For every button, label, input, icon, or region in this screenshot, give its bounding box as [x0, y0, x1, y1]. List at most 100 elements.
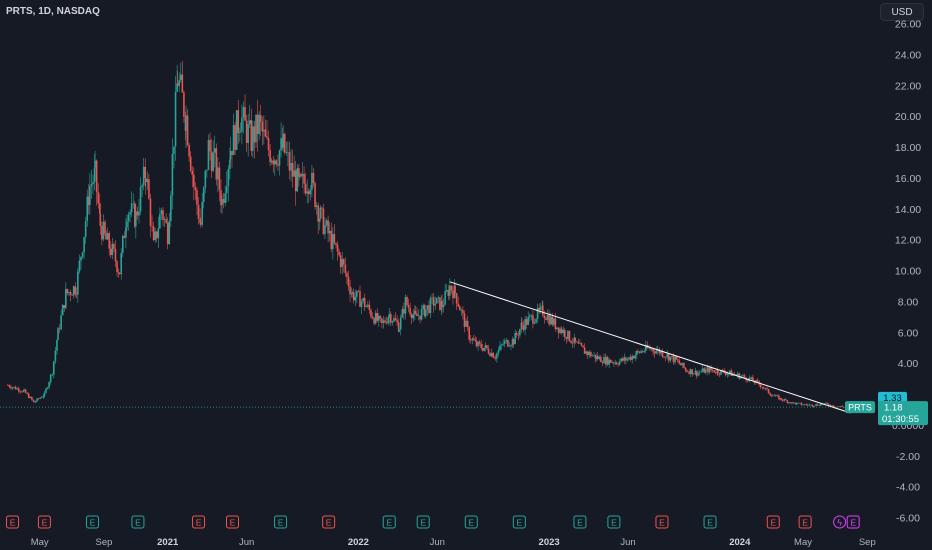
candle-body [60, 315, 62, 330]
candle-body [667, 354, 670, 361]
candle-body [330, 230, 333, 250]
earnings-marker[interactable] [37, 515, 51, 529]
earnings-marker[interactable] [322, 515, 336, 529]
candle-body [341, 259, 344, 268]
candle-body [466, 320, 469, 328]
candle-body [274, 160, 276, 165]
candle-body [617, 364, 619, 365]
earnings-marker[interactable] [416, 515, 430, 529]
candle-body [298, 174, 301, 177]
candle-body [490, 352, 493, 357]
candle-body [71, 295, 73, 296]
candle-body [34, 401, 37, 403]
candle-body [792, 402, 795, 403]
candle-body [221, 199, 223, 206]
candle-body [13, 386, 15, 388]
candle-body [502, 343, 504, 345]
candle-body [487, 348, 490, 354]
earnings-marker[interactable] [573, 515, 587, 529]
candle-body [425, 309, 427, 317]
candle-body [46, 387, 49, 389]
earnings-marker[interactable] [655, 515, 669, 529]
candle-body [422, 305, 424, 310]
candle-body [471, 338, 474, 341]
candle-body [676, 359, 679, 361]
candle-body [352, 292, 355, 301]
candle-body [101, 226, 103, 240]
candle-body [710, 367, 712, 371]
x-tick-label: Jun [239, 537, 254, 548]
candle-body [382, 320, 385, 323]
earnings-marker[interactable] [225, 515, 239, 529]
candle-body [178, 79, 181, 86]
earnings-marker-glyph: E [42, 518, 48, 528]
candle-body [247, 124, 249, 143]
candle-body [714, 372, 717, 374]
candle-body [26, 392, 28, 394]
currency-button[interactable]: USD [880, 3, 924, 21]
candle-body [780, 398, 782, 400]
candle-body [672, 355, 675, 363]
candle-body [650, 348, 653, 350]
candle-body [282, 133, 284, 148]
candle-body [830, 405, 833, 407]
candle-body [449, 285, 451, 296]
candle-body [829, 405, 832, 407]
earnings-marker-glyph: E [659, 518, 665, 528]
candle-body [336, 244, 339, 252]
candle-body [11, 387, 14, 389]
earnings-marker[interactable] [6, 515, 20, 529]
candle-body [750, 377, 753, 379]
candle-body [307, 191, 310, 195]
candle-body [764, 388, 767, 389]
earnings-marker[interactable] [382, 515, 396, 529]
earnings-marker-glyph: E [420, 518, 426, 528]
candle-body [481, 347, 484, 351]
earnings-marker[interactable] [85, 515, 99, 529]
candle-body [570, 340, 572, 343]
candle-body [538, 307, 540, 311]
last-price-label [878, 401, 928, 426]
earnings-marker[interactable] [192, 515, 206, 529]
candle-body [736, 373, 739, 376]
candle-body [127, 214, 130, 222]
x-tick-label: Jun [430, 537, 445, 548]
candle-body [565, 337, 568, 339]
candle-body [290, 162, 292, 171]
candle-body [658, 349, 661, 354]
candle-body [69, 292, 72, 296]
earnings-marker[interactable] [607, 515, 621, 529]
earnings-marker[interactable] [131, 515, 145, 529]
candle-body [396, 320, 398, 323]
candle-body [176, 83, 178, 92]
candle-body [698, 372, 701, 373]
candle-body [681, 362, 684, 366]
candle-body [457, 303, 460, 307]
earnings-marker[interactable] [512, 515, 526, 529]
earnings-marker[interactable] [766, 515, 780, 529]
candle-body [379, 315, 382, 319]
candle-body [159, 214, 161, 229]
dividend-flash-icon[interactable] [833, 515, 847, 529]
candle-body [784, 399, 787, 401]
candle-body [196, 190, 198, 205]
earnings-marker[interactable] [274, 515, 288, 529]
earnings-marker[interactable] [846, 515, 860, 529]
candle-body [256, 114, 259, 135]
earnings-marker[interactable] [798, 515, 812, 529]
earnings-marker[interactable] [464, 515, 478, 529]
candle-body [771, 395, 774, 397]
candle-body [465, 320, 467, 327]
candle-body [707, 367, 709, 373]
candle-body [511, 339, 514, 346]
candle-body [478, 341, 481, 344]
candle-body [652, 348, 654, 352]
candle-body [494, 358, 497, 359]
candle-body [797, 402, 800, 404]
candle-body [429, 298, 432, 313]
earnings-marker[interactable] [703, 515, 717, 529]
candle-body [664, 356, 667, 358]
candle-body [66, 288, 69, 294]
candle-body [500, 344, 503, 346]
